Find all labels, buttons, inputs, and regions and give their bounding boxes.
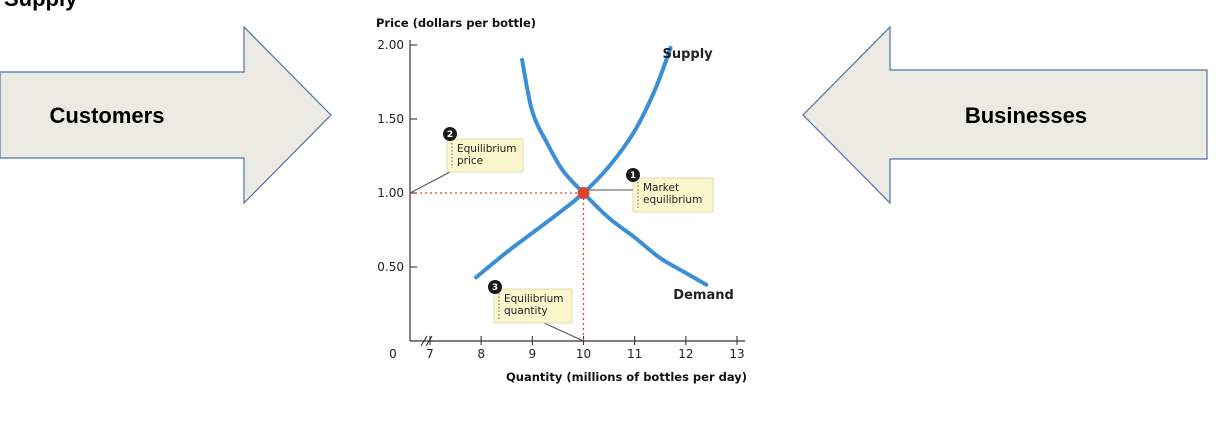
callout-box	[493, 288, 573, 324]
x-tick-label: 12	[678, 347, 693, 361]
callout-box	[446, 138, 524, 173]
customers-arrow: Customers	[0, 25, 332, 205]
callout-text: equilibrium	[643, 194, 702, 206]
step-badge	[626, 168, 640, 182]
equilibrium-guides	[410, 192, 585, 341]
callout-leader	[543, 322, 584, 342]
x-tick-label: 7	[426, 347, 434, 361]
businesses-arrow: Businesses	[802, 25, 1208, 205]
y-axis-ticks: 0.50 1.00 1.50 2.00	[377, 38, 417, 274]
callout-text: Equilibrium	[457, 143, 517, 155]
x-tick-label: 9	[529, 347, 537, 361]
customers-label: Customers	[50, 103, 165, 128]
demand-curve-label: Demand	[673, 288, 734, 303]
x-tick-label: 13	[729, 347, 744, 361]
step-badge	[443, 127, 457, 141]
x-tick-label: 10	[576, 347, 591, 361]
title-fragment: Supply	[4, 0, 78, 11]
step-badge	[488, 280, 502, 294]
left-arrow-shape	[802, 25, 1208, 205]
supply-demand-chart: Price (dollars per bottle) Quantity (mil…	[376, 16, 747, 384]
demand-curve	[520, 57, 709, 287]
y-tick-label: 1.50	[377, 112, 404, 126]
axis-break-marks	[420, 335, 433, 347]
x-axis-title: Quantity (millions of bottles per day)	[506, 370, 747, 384]
callout-text: Equilibrium	[504, 293, 564, 305]
y-tick-label: 1.00	[377, 186, 404, 200]
callout-text: Market	[643, 182, 679, 194]
y-tick-label: 0.50	[377, 260, 404, 274]
step-badge-number: 2	[447, 130, 453, 140]
callout-box	[632, 177, 714, 213]
right-arrow-shape	[0, 25, 332, 205]
callouts: Marketequilibrium1Equilibriumprice2Equil…	[409, 127, 714, 342]
callout-leader	[409, 171, 451, 194]
callout-text: quantity	[504, 305, 548, 317]
x-tick-label: 11	[627, 347, 642, 361]
curves: Supply Demand	[474, 45, 734, 303]
supply-curve-label: Supply	[662, 47, 713, 62]
step-badge-number: 3	[492, 283, 498, 293]
x-axis-ticks: 7 8 9 10 11 12 13	[426, 336, 745, 361]
y-tick-label: 2.00	[377, 38, 404, 52]
step-badge-number: 1	[630, 171, 636, 181]
y-axis-title: Price (dollars per bottle)	[376, 16, 536, 30]
businesses-label: Businesses	[965, 103, 1087, 128]
x-origin-label: 0	[389, 347, 397, 361]
equilibrium-point	[577, 187, 590, 199]
x-tick-label: 8	[477, 347, 485, 361]
callout-text: price	[457, 155, 483, 167]
